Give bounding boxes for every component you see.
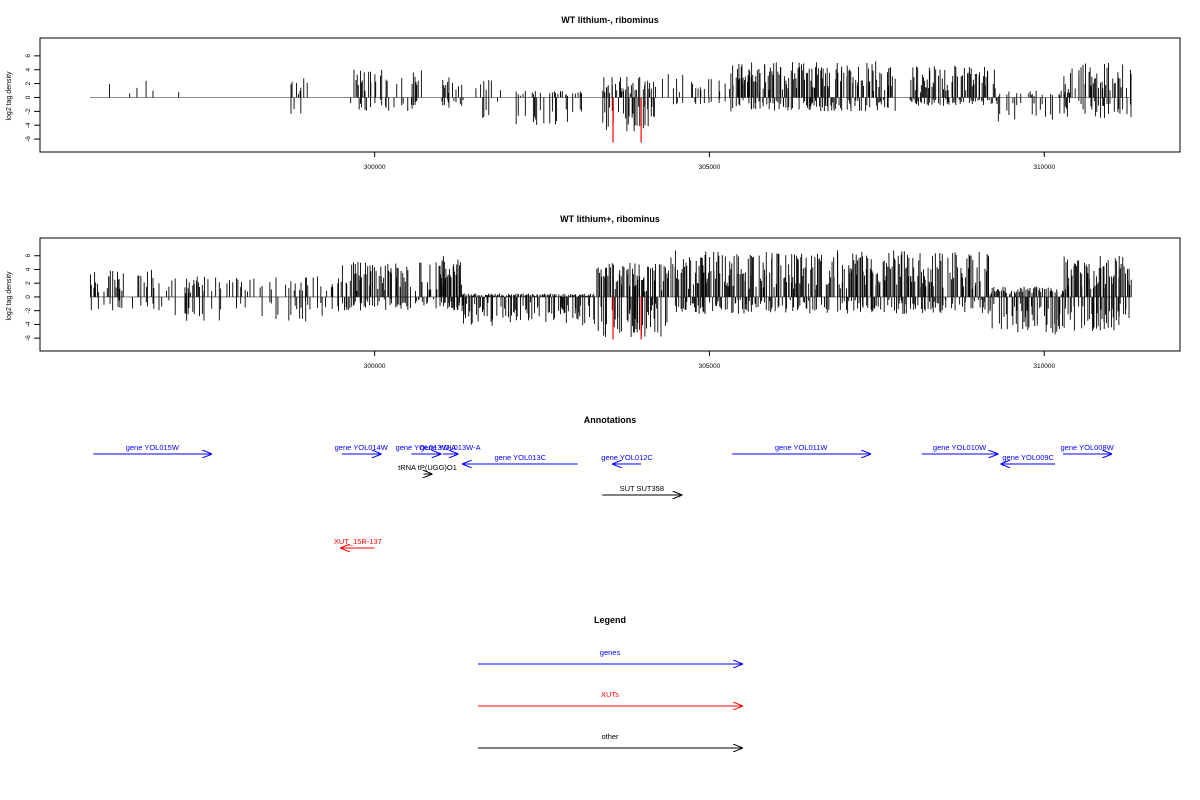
panel-lithium-minus: WT lithium-, ribominus log2 tag density … (6, 15, 1181, 171)
y-tick-label: -4 (25, 122, 32, 128)
feature-label: gene YOL011W (775, 443, 829, 452)
y-tick-label: 4 (25, 68, 32, 72)
panel-2-x-axis: 300000 305000 310000 (364, 351, 1055, 370)
annotations-title: Annotations (584, 415, 637, 425)
panel-lithium-plus: WT lithium+, ribominus log2 tag density … (6, 214, 1181, 370)
feature-label: gene YOL010W (933, 443, 987, 452)
panel-1-title: WT lithium-, ribominus (561, 15, 659, 25)
panel-1-bars (90, 61, 1132, 143)
x-tick-label: 305000 (699, 164, 721, 171)
feature-label: gene YOL013W-A (420, 443, 481, 452)
y-tick-label: -6 (25, 335, 32, 341)
legend-label: genes (600, 648, 621, 657)
panel-1-ylabel: log2 tag density (6, 71, 13, 121)
legend-entries: genes XUTs other (478, 648, 742, 748)
legend-label: XUTs (601, 690, 619, 699)
feature-label: gene YOL014W (335, 443, 389, 452)
x-tick-label: 305000 (699, 363, 721, 370)
panel-2-frame (39, 237, 1181, 352)
y-tick-label: 6 (25, 54, 32, 58)
x-tick-label: 300000 (364, 363, 386, 370)
feature-label: gene YOL008W (1060, 443, 1114, 452)
legend-title: Legend (594, 615, 626, 625)
feature-label: tRNA tP(UGG)O1 (398, 463, 457, 472)
annotation-features: gene YOL015W gene YOL014W gene YOL013W-Age… (93, 443, 1115, 548)
x-tick-label: 310000 (1033, 164, 1055, 171)
panel-2-ylabel: log2 tag density (6, 271, 13, 321)
x-tick-label: 310000 (1033, 363, 1055, 370)
y-tick-label: 0 (25, 295, 32, 299)
panel-1-x-axis: 300000 305000 310000 (364, 152, 1055, 171)
panel-2-title: WT lithium+, ribominus (560, 214, 660, 224)
y-tick-label: 2 (25, 281, 32, 285)
panel-2-bars (89, 250, 1132, 340)
feature-label: gene YOL013W-A (396, 443, 457, 452)
legend-panel: Legend genes XUTs other (478, 615, 742, 748)
y-tick-label: -4 (25, 321, 32, 327)
annotations-panel: Annotations gene YOL015W gene YOL014W gene… (93, 415, 1115, 548)
y-tick-label: 4 (25, 267, 32, 271)
feature-label: gene YOL009C (1002, 453, 1054, 462)
feature-label: XUT_15R-137 (334, 537, 382, 546)
feature-label: gene YOL015W (126, 443, 180, 452)
y-tick-label: -2 (25, 307, 32, 313)
feature-label: gene YOL012C (601, 453, 653, 462)
y-tick-label: -6 (25, 136, 32, 142)
y-tick-label: -2 (25, 108, 32, 114)
y-tick-label: 6 (25, 254, 32, 258)
panel-2-y-axis: -6 -4 -2 0 2 4 6 (25, 254, 41, 341)
y-tick-label: 2 (25, 81, 32, 85)
panel-1-y-axis: -6 -4 -2 0 2 4 6 (25, 54, 41, 142)
feature-label: gene YOL013C (494, 453, 546, 462)
legend-label: other (601, 732, 619, 741)
feature-label: SUT SUT358 (620, 484, 664, 493)
x-tick-label: 300000 (364, 164, 386, 171)
y-tick-label: 0 (25, 95, 32, 99)
